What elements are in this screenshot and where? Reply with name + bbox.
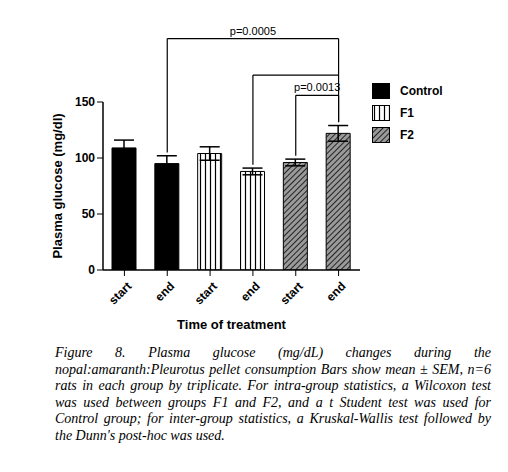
html-text:Figure 8. Plasma glucose (mg/d: Figure 8. Plasma glucose (mg/dL) changes… bbox=[55, 345, 491, 443]
svg-text:Plasma glucose (mg/dl): Plasma glucose (mg/dl) bbox=[50, 113, 65, 258]
svg-text:end: end bbox=[238, 279, 263, 304]
svg-text:Time of treatment: Time of treatment bbox=[177, 317, 287, 332]
svg-text:100: 100 bbox=[75, 151, 95, 165]
svg-text:end: end bbox=[324, 279, 349, 304]
html-text:F1: F1 bbox=[400, 106, 414, 120]
svg-text:end: end bbox=[152, 279, 177, 304]
svg-text:50: 50 bbox=[82, 207, 96, 221]
svg-text:p=0.0005: p=0.0005 bbox=[230, 25, 276, 37]
svg-text:start: start bbox=[277, 279, 305, 307]
svg-text:p=0.0013: p=0.0013 bbox=[294, 81, 340, 93]
html-text:Control: Control bbox=[400, 84, 443, 98]
svg-text:start: start bbox=[192, 279, 220, 307]
svg-text:start: start bbox=[106, 279, 134, 307]
svg-text:0: 0 bbox=[88, 263, 95, 277]
svg-text:150: 150 bbox=[75, 95, 95, 109]
html-text:F2: F2 bbox=[400, 128, 414, 142]
